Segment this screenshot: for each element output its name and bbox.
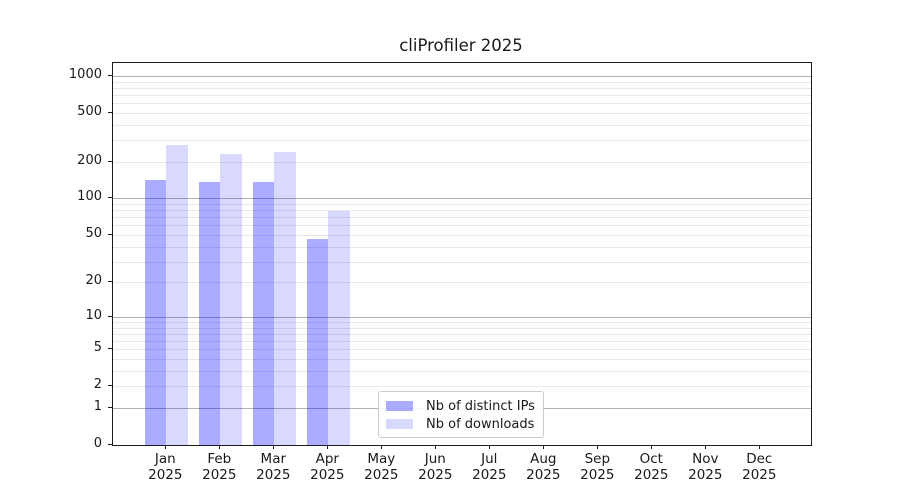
gridline-major xyxy=(113,198,811,200)
y-tick-label: 10 xyxy=(85,307,102,323)
gridline-major xyxy=(113,75,811,77)
y-tick-mark xyxy=(108,348,112,350)
legend-item-distinct-ips: Nb of distinct IPs xyxy=(386,397,535,415)
gridline-minor xyxy=(113,81,811,83)
y-tick-mark xyxy=(108,444,112,445)
gridline-minor xyxy=(113,103,811,105)
gridline-minor xyxy=(113,112,811,114)
gridline-minor xyxy=(113,161,811,163)
x-tick-label: Jan 2025 xyxy=(148,451,183,483)
gridline-minor xyxy=(113,94,811,96)
legend-swatch-downloads xyxy=(386,419,413,429)
y-tick-mark xyxy=(108,233,112,235)
chart-title: cliProfiler 2025 xyxy=(399,36,523,55)
legend-label-downloads: Nb of downloads xyxy=(426,416,535,432)
gridline-minor xyxy=(113,322,811,323)
y-tick-mark xyxy=(108,281,112,283)
y-tick-label: 1 xyxy=(93,398,102,414)
gridline-minor xyxy=(113,349,811,351)
x-tick-mark xyxy=(705,445,707,449)
x-tick-mark xyxy=(489,445,491,449)
x-tick-mark xyxy=(327,445,329,449)
bar-nb-of-downloads-feb-2025 xyxy=(220,154,243,445)
x-tick-mark xyxy=(165,445,167,449)
y-tick-mark xyxy=(108,315,112,317)
x-tick-mark xyxy=(543,445,545,449)
x-tick-label: Dec 2025 xyxy=(742,451,777,483)
x-tick-mark xyxy=(651,445,653,449)
gridline-major xyxy=(113,316,811,318)
legend: Nb of distinct IPs Nb of downloads xyxy=(378,391,544,438)
y-tick-mark xyxy=(108,197,112,199)
x-tick-mark xyxy=(219,445,221,449)
x-tick-label: Jun 2025 xyxy=(418,451,453,483)
gridline-minor xyxy=(113,140,811,142)
bar-nb-of-downloads-mar-2025 xyxy=(274,152,297,445)
gridline-minor xyxy=(113,210,811,212)
gridline-minor xyxy=(113,204,811,206)
gridline-minor xyxy=(113,333,811,335)
plot-area xyxy=(112,62,812,446)
gridline-minor xyxy=(113,217,811,219)
gridline-minor xyxy=(113,341,811,343)
x-tick-label: Apr 2025 xyxy=(310,451,345,483)
y-tick-label: 500 xyxy=(77,103,102,119)
x-tick-mark xyxy=(597,445,599,449)
x-tick-label: Nov 2025 xyxy=(688,451,723,483)
bar-nb-of-downloads-jan-2025 xyxy=(166,144,189,445)
x-tick-label: Mar 2025 xyxy=(256,451,291,483)
gridline-minor xyxy=(113,246,811,248)
y-tick-mark xyxy=(108,160,112,162)
x-tick-label: Jul 2025 xyxy=(472,451,507,483)
bar-nb-of-distinct-ips-apr-2025 xyxy=(306,239,329,445)
gridline-minor xyxy=(113,261,811,263)
x-tick-mark xyxy=(759,445,761,449)
gridline-minor xyxy=(113,327,811,329)
x-tick-label: Aug 2025 xyxy=(526,451,561,483)
y-tick-mark xyxy=(108,74,112,76)
gridline-minor xyxy=(113,359,811,361)
gridline-minor xyxy=(113,225,811,227)
y-tick-label: 1000 xyxy=(68,66,102,82)
y-tick-label: 2 xyxy=(93,377,102,393)
bar-nb-of-downloads-apr-2025 xyxy=(328,210,351,445)
gridline-minor xyxy=(113,370,811,372)
x-tick-label: Sep 2025 xyxy=(580,451,615,483)
x-tick-mark xyxy=(381,445,383,449)
y-tick-label: 0 xyxy=(93,436,102,451)
x-tick-label: Oct 2025 xyxy=(634,451,669,483)
y-tick-mark xyxy=(108,406,112,408)
legend-label-distinct-ips: Nb of distinct IPs xyxy=(426,398,535,414)
gridline-minor xyxy=(113,234,811,236)
y-tick-label: 20 xyxy=(85,273,102,289)
y-tick-label: 50 xyxy=(85,225,102,241)
y-tick-label: 200 xyxy=(77,152,102,168)
x-tick-mark xyxy=(273,445,275,449)
gridline-minor xyxy=(113,282,811,284)
gridline-minor xyxy=(113,124,811,126)
legend-item-downloads: Nb of downloads xyxy=(386,415,535,433)
legend-swatch-distinct-ips xyxy=(386,401,413,411)
gridline-minor xyxy=(113,87,811,89)
x-tick-label: May 2025 xyxy=(364,451,399,483)
x-tick-label: Feb 2025 xyxy=(202,451,237,483)
y-tick-mark xyxy=(108,385,112,387)
bar-nb-of-distinct-ips-mar-2025 xyxy=(252,181,275,445)
bar-nb-of-distinct-ips-feb-2025 xyxy=(198,181,221,445)
y-tick-mark xyxy=(108,111,112,113)
y-tick-label: 5 xyxy=(93,340,102,356)
x-tick-mark xyxy=(435,445,437,449)
bar-nb-of-distinct-ips-jan-2025 xyxy=(144,179,167,445)
gridline-minor xyxy=(113,386,811,388)
y-tick-label: 100 xyxy=(77,189,102,205)
